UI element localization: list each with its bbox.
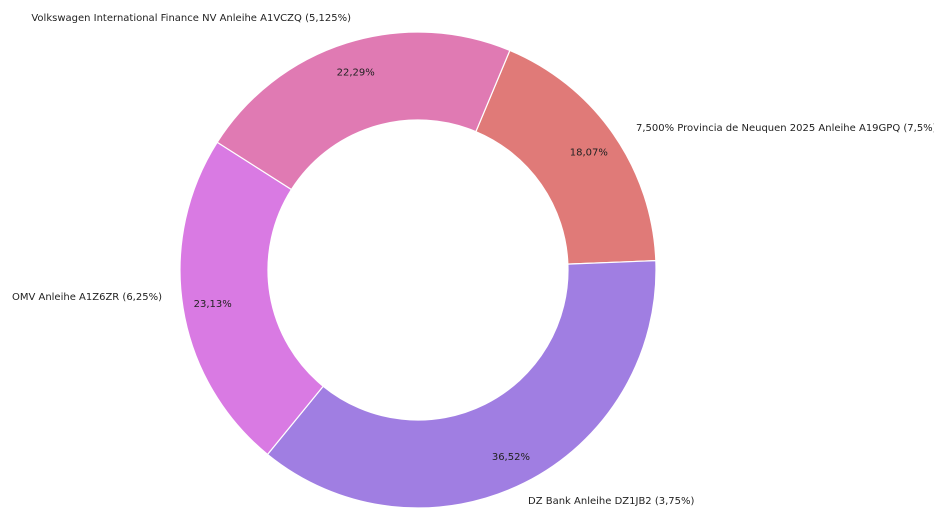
slice-category-label: 7,500% Provincia de Neuquen 2025 Anleihe… [636, 123, 934, 134]
slice-percent-label: 18,07% [570, 147, 608, 158]
slice-percent-label: 23,13% [194, 299, 232, 310]
donut-slice[interactable] [266, 260, 657, 509]
slice-category-label: Volkswagen International Finance NV Anle… [31, 13, 351, 24]
donut-slice[interactable] [216, 31, 511, 191]
donut-slice[interactable] [179, 141, 325, 456]
donut-slice[interactable] [475, 49, 657, 265]
slice-percent-label: 36,52% [492, 452, 530, 463]
slice-percent-label: 22,29% [337, 68, 375, 79]
slice-category-label: OMV Anleihe A1Z6ZR (6,25%) [12, 292, 162, 303]
slice-category-label: DZ Bank Anleihe DZ1JB2 (3,75%) [528, 496, 695, 507]
